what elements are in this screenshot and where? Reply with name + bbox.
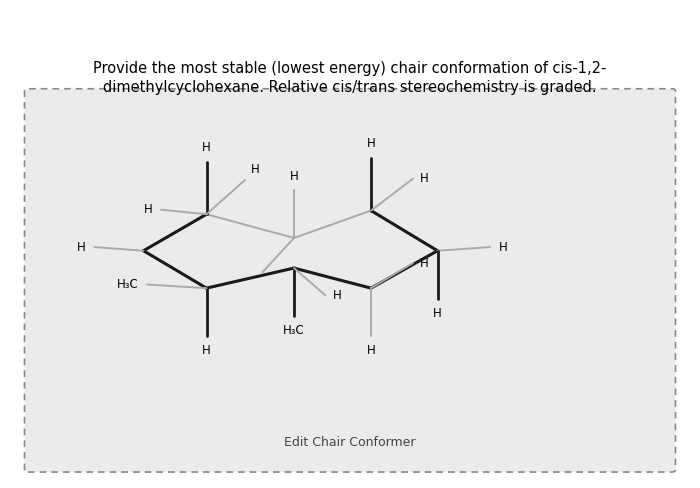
Text: H₃C: H₃C	[117, 278, 139, 291]
Text: H: H	[420, 172, 428, 185]
Text: H: H	[77, 241, 86, 254]
Text: H: H	[290, 170, 298, 183]
Text: H: H	[367, 344, 375, 357]
Text: H: H	[202, 344, 211, 357]
Text: H: H	[367, 137, 375, 150]
Text: H: H	[420, 257, 428, 269]
Text: H: H	[433, 307, 442, 320]
Text: dimethylcyclohexane. Relative cis/trans stereochemistry is graded.: dimethylcyclohexane. Relative cis/trans …	[103, 80, 597, 95]
Text: Edit Chair Conformer: Edit Chair Conformer	[284, 436, 416, 449]
FancyBboxPatch shape	[25, 89, 676, 472]
Text: H: H	[251, 163, 260, 176]
Text: Provide the most stable (lowest energy) chair conformation of cis-1,2-: Provide the most stable (lowest energy) …	[93, 61, 607, 77]
Text: H: H	[332, 289, 342, 302]
Text: H: H	[144, 203, 153, 216]
Text: H: H	[498, 241, 507, 254]
Text: H: H	[202, 141, 211, 154]
Text: H₃C: H₃C	[283, 324, 305, 337]
